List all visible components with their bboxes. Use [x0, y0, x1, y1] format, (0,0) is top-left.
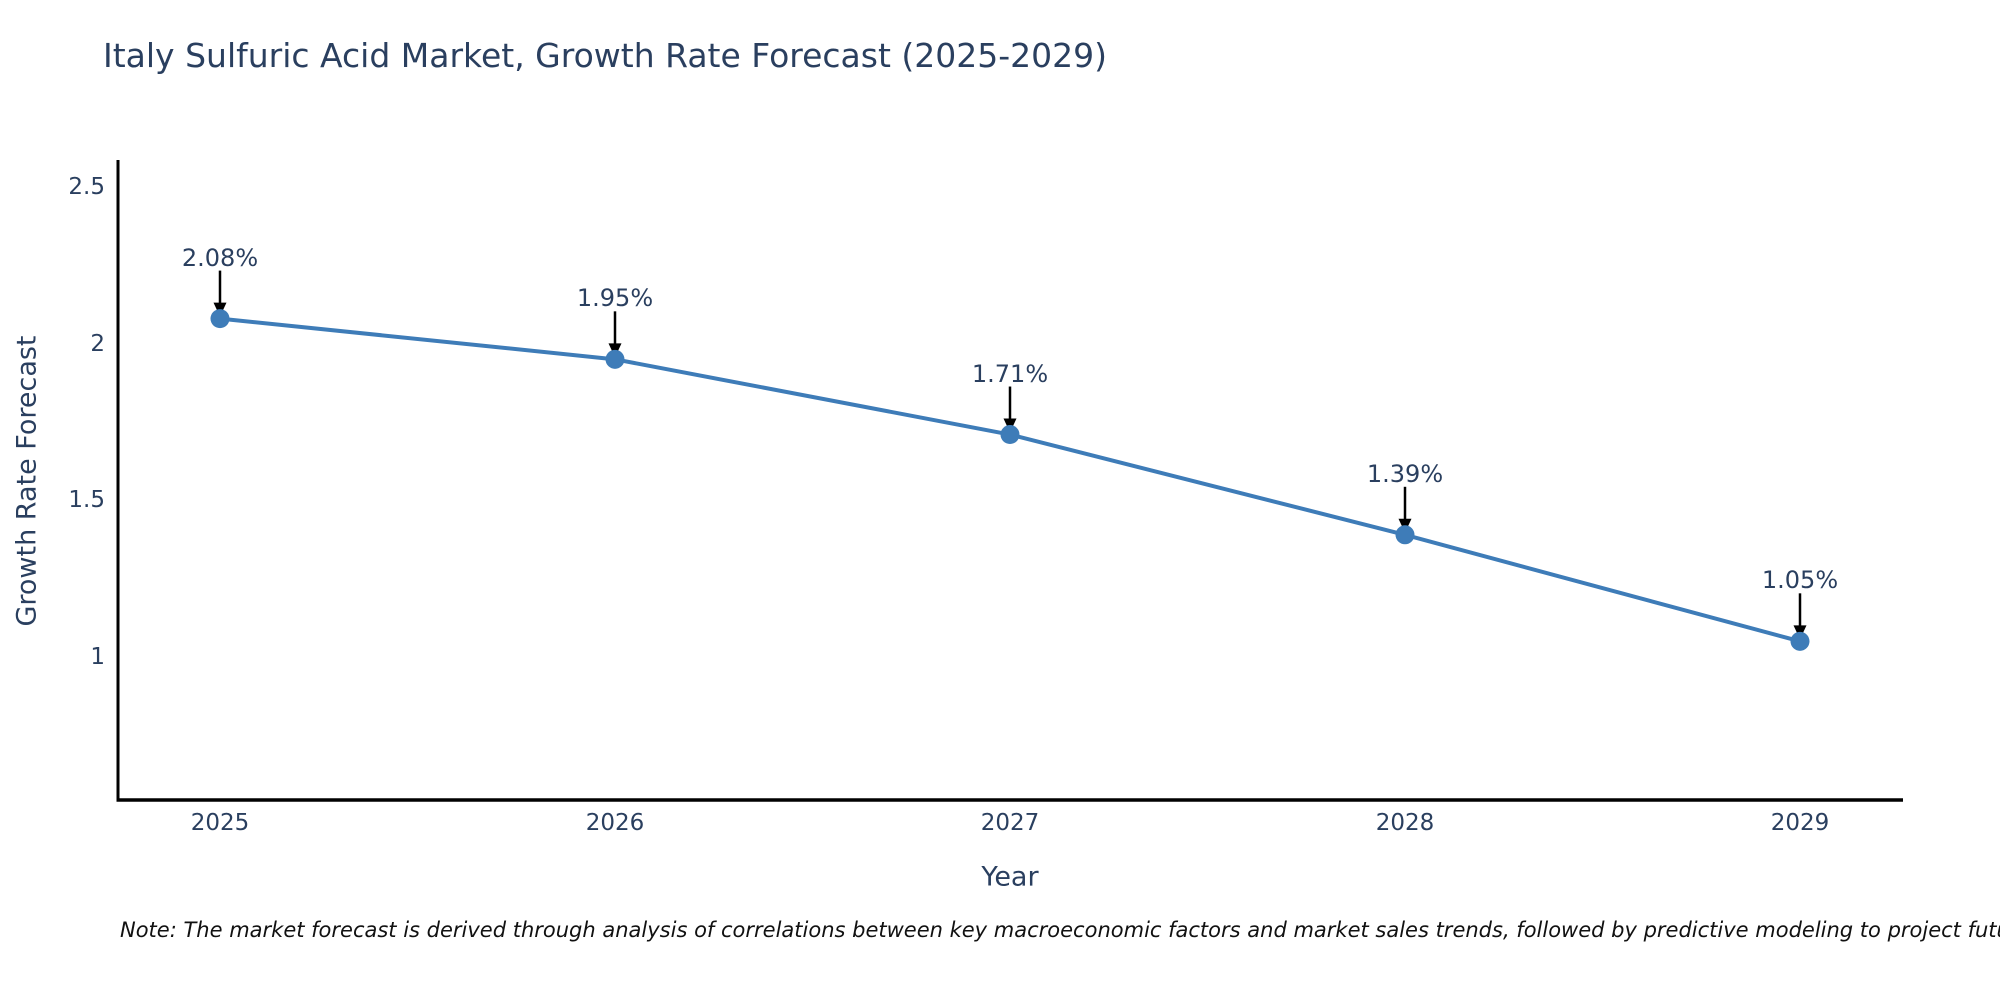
annotation-arrows: [213, 270, 1807, 640]
data-point-2029[interactable]: [1790, 631, 1810, 651]
methodology-note: Note: The market forecast is derived thr…: [120, 918, 2000, 942]
data-point-markers: [210, 309, 1810, 651]
point-value-label-2025: 2.08%: [181, 243, 259, 272]
point-value-label-2029: 1.05%: [1761, 566, 1839, 595]
point-value-label-2027: 1.71%: [971, 359, 1049, 388]
y-tick-label: 1: [90, 643, 105, 670]
y-tick-label: 2: [90, 330, 105, 357]
x-tick-label-2025: 2025: [190, 810, 250, 836]
x-tick-label-2028: 2028: [1375, 810, 1435, 836]
y-axis-title: Growth Rate Forecast: [11, 335, 43, 627]
chart-title: Italy Sulfuric Acid Market, Growth Rate …: [103, 36, 1108, 75]
y-tick-label: 1.5: [68, 487, 105, 514]
x-tick-label-2027: 2027: [980, 810, 1040, 836]
x-tick-label-2026: 2026: [585, 810, 645, 836]
x-axis-title: Year: [981, 861, 1039, 893]
data-point-2026[interactable]: [605, 349, 625, 369]
data-point-2028[interactable]: [1395, 525, 1415, 545]
data-point-2025[interactable]: [210, 309, 230, 329]
data-point-2027[interactable]: [1000, 425, 1020, 445]
x-tick-label-2029: 2029: [1770, 810, 1830, 836]
point-value-label-2028: 1.39%: [1366, 459, 1444, 488]
y-tick-label: 2.5: [68, 174, 105, 200]
point-value-label-2026: 1.95%: [576, 284, 654, 313]
